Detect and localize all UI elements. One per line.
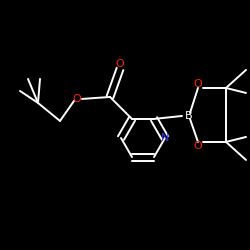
Text: O: O xyxy=(194,141,202,151)
Text: O: O xyxy=(72,94,82,104)
Text: O: O xyxy=(194,79,202,89)
Text: O: O xyxy=(116,59,124,69)
Text: B: B xyxy=(185,111,193,121)
Text: N: N xyxy=(161,133,169,143)
